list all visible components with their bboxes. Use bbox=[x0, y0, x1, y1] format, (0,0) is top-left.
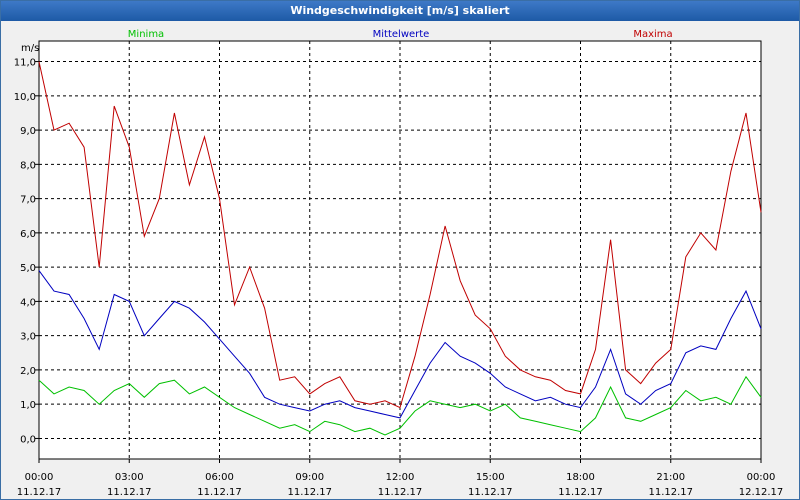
y-tick-label: 10,0 bbox=[14, 92, 36, 103]
y-tick-label: 11,0 bbox=[14, 58, 36, 69]
y-tick-label: 7,0 bbox=[20, 195, 36, 206]
legend-mittelwerte: Mittelwerte bbox=[373, 29, 430, 40]
window-title: Windgeschwindigkeit [m/s] skaliert bbox=[1, 1, 799, 21]
x-tick-time: 21:00 bbox=[656, 472, 685, 483]
y-axis-label: m/s bbox=[21, 43, 39, 54]
series-line-mittelwerte bbox=[38, 270, 762, 419]
x-tick-time: 00:00 bbox=[25, 472, 54, 483]
x-tick-date: 11.12.17 bbox=[197, 487, 242, 498]
x-tick-date: 11.12.17 bbox=[287, 487, 332, 498]
x-tick-time: 09:00 bbox=[295, 472, 324, 483]
x-tick-time: 06:00 bbox=[205, 472, 234, 483]
legend: Minima Mittelwerte Maxima bbox=[128, 29, 673, 40]
y-tick-label: 6,0 bbox=[20, 229, 36, 240]
x-tick-time: 00:00 bbox=[747, 472, 776, 483]
x-tick-time: 03:00 bbox=[115, 472, 144, 483]
y-tick-label: 0,0 bbox=[20, 434, 36, 445]
x-tick-date: 11.12.17 bbox=[17, 487, 62, 498]
x-tick-date: 11.12.17 bbox=[648, 487, 693, 498]
y-tick-label: 4,0 bbox=[20, 297, 36, 308]
series-group bbox=[38, 61, 762, 436]
x-tick-date: 11.12.17 bbox=[468, 487, 513, 498]
series-line-minima bbox=[38, 375, 762, 436]
y-tick-label: 9,0 bbox=[20, 126, 36, 137]
x-axis: 00:00 11.12.17 03:00 11.12.17 06:00 11.12.17 0… bbox=[17, 459, 784, 498]
x-tick-date: 12.12.17 bbox=[739, 487, 784, 498]
y-tick-label: 2,0 bbox=[20, 366, 36, 377]
x-tick-time: 18:00 bbox=[566, 472, 595, 483]
y-tick-label: 3,0 bbox=[20, 332, 36, 343]
grid bbox=[39, 41, 761, 459]
y-tick-label: 8,0 bbox=[20, 160, 36, 171]
y-axis: 0,0 1,0 2,0 3,0 4,0 5,0 6,0 7,0 8,0 9,0 10,0 11,0 bbox=[14, 58, 39, 445]
series-line-maxima bbox=[38, 61, 762, 409]
legend-minima: Minima bbox=[128, 29, 164, 40]
x-tick-time: 12:00 bbox=[386, 472, 415, 483]
x-tick-date: 11.12.17 bbox=[378, 487, 423, 498]
x-tick-time: 15:00 bbox=[476, 472, 505, 483]
x-tick-date: 11.12.17 bbox=[558, 487, 603, 498]
y-tick-label: 5,0 bbox=[20, 263, 36, 274]
x-tick-date: 11.12.17 bbox=[107, 487, 152, 498]
legend-maxima: Maxima bbox=[633, 29, 672, 40]
y-tick-label: 1,0 bbox=[20, 400, 36, 411]
